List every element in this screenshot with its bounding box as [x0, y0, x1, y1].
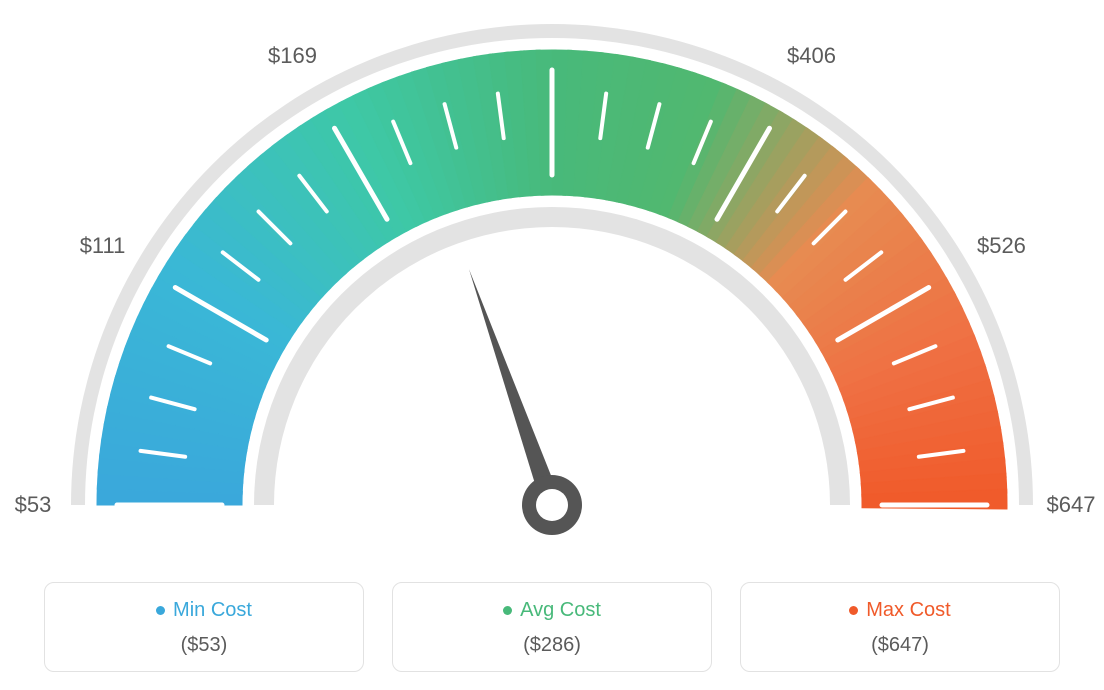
- legend-title-max: Max Cost: [849, 599, 950, 622]
- gauge-tick-label: $111: [80, 233, 126, 259]
- legend-title-avg: Avg Cost: [503, 599, 601, 622]
- gauge-tick-label: $406: [787, 43, 836, 69]
- gauge-tick-label: $169: [268, 43, 317, 69]
- legend-value-max: ($647): [871, 634, 929, 657]
- legend-label-avg: Avg Cost: [520, 599, 601, 622]
- gauge-tick-label: $647: [1047, 492, 1096, 518]
- legend-card-max: Max Cost ($647): [740, 582, 1060, 672]
- legend-title-min: Min Cost: [156, 599, 252, 622]
- legend-label-min: Min Cost: [173, 599, 252, 622]
- legend-value-min: ($53): [181, 634, 228, 657]
- cost-gauge: $53$111$169$286$406$526$647: [0, 0, 1104, 560]
- legend-label-max: Max Cost: [866, 599, 950, 622]
- gauge-tick-label: $53: [15, 492, 52, 518]
- legend-row: Min Cost ($53) Avg Cost ($286) Max Cost …: [0, 582, 1104, 672]
- legend-value-avg: ($286): [523, 634, 581, 657]
- gauge-svg: [0, 0, 1104, 560]
- legend-dot-min: [156, 606, 165, 615]
- legend-card-avg: Avg Cost ($286): [392, 582, 712, 672]
- legend-card-min: Min Cost ($53): [44, 582, 364, 672]
- gauge-tick-label: $526: [977, 233, 1026, 259]
- legend-dot-max: [849, 606, 858, 615]
- legend-dot-avg: [503, 606, 512, 615]
